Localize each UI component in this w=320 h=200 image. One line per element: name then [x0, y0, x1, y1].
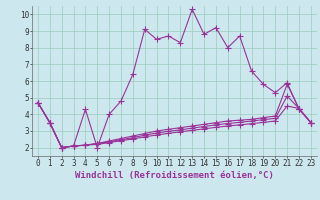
X-axis label: Windchill (Refroidissement éolien,°C): Windchill (Refroidissement éolien,°C) [75, 171, 274, 180]
